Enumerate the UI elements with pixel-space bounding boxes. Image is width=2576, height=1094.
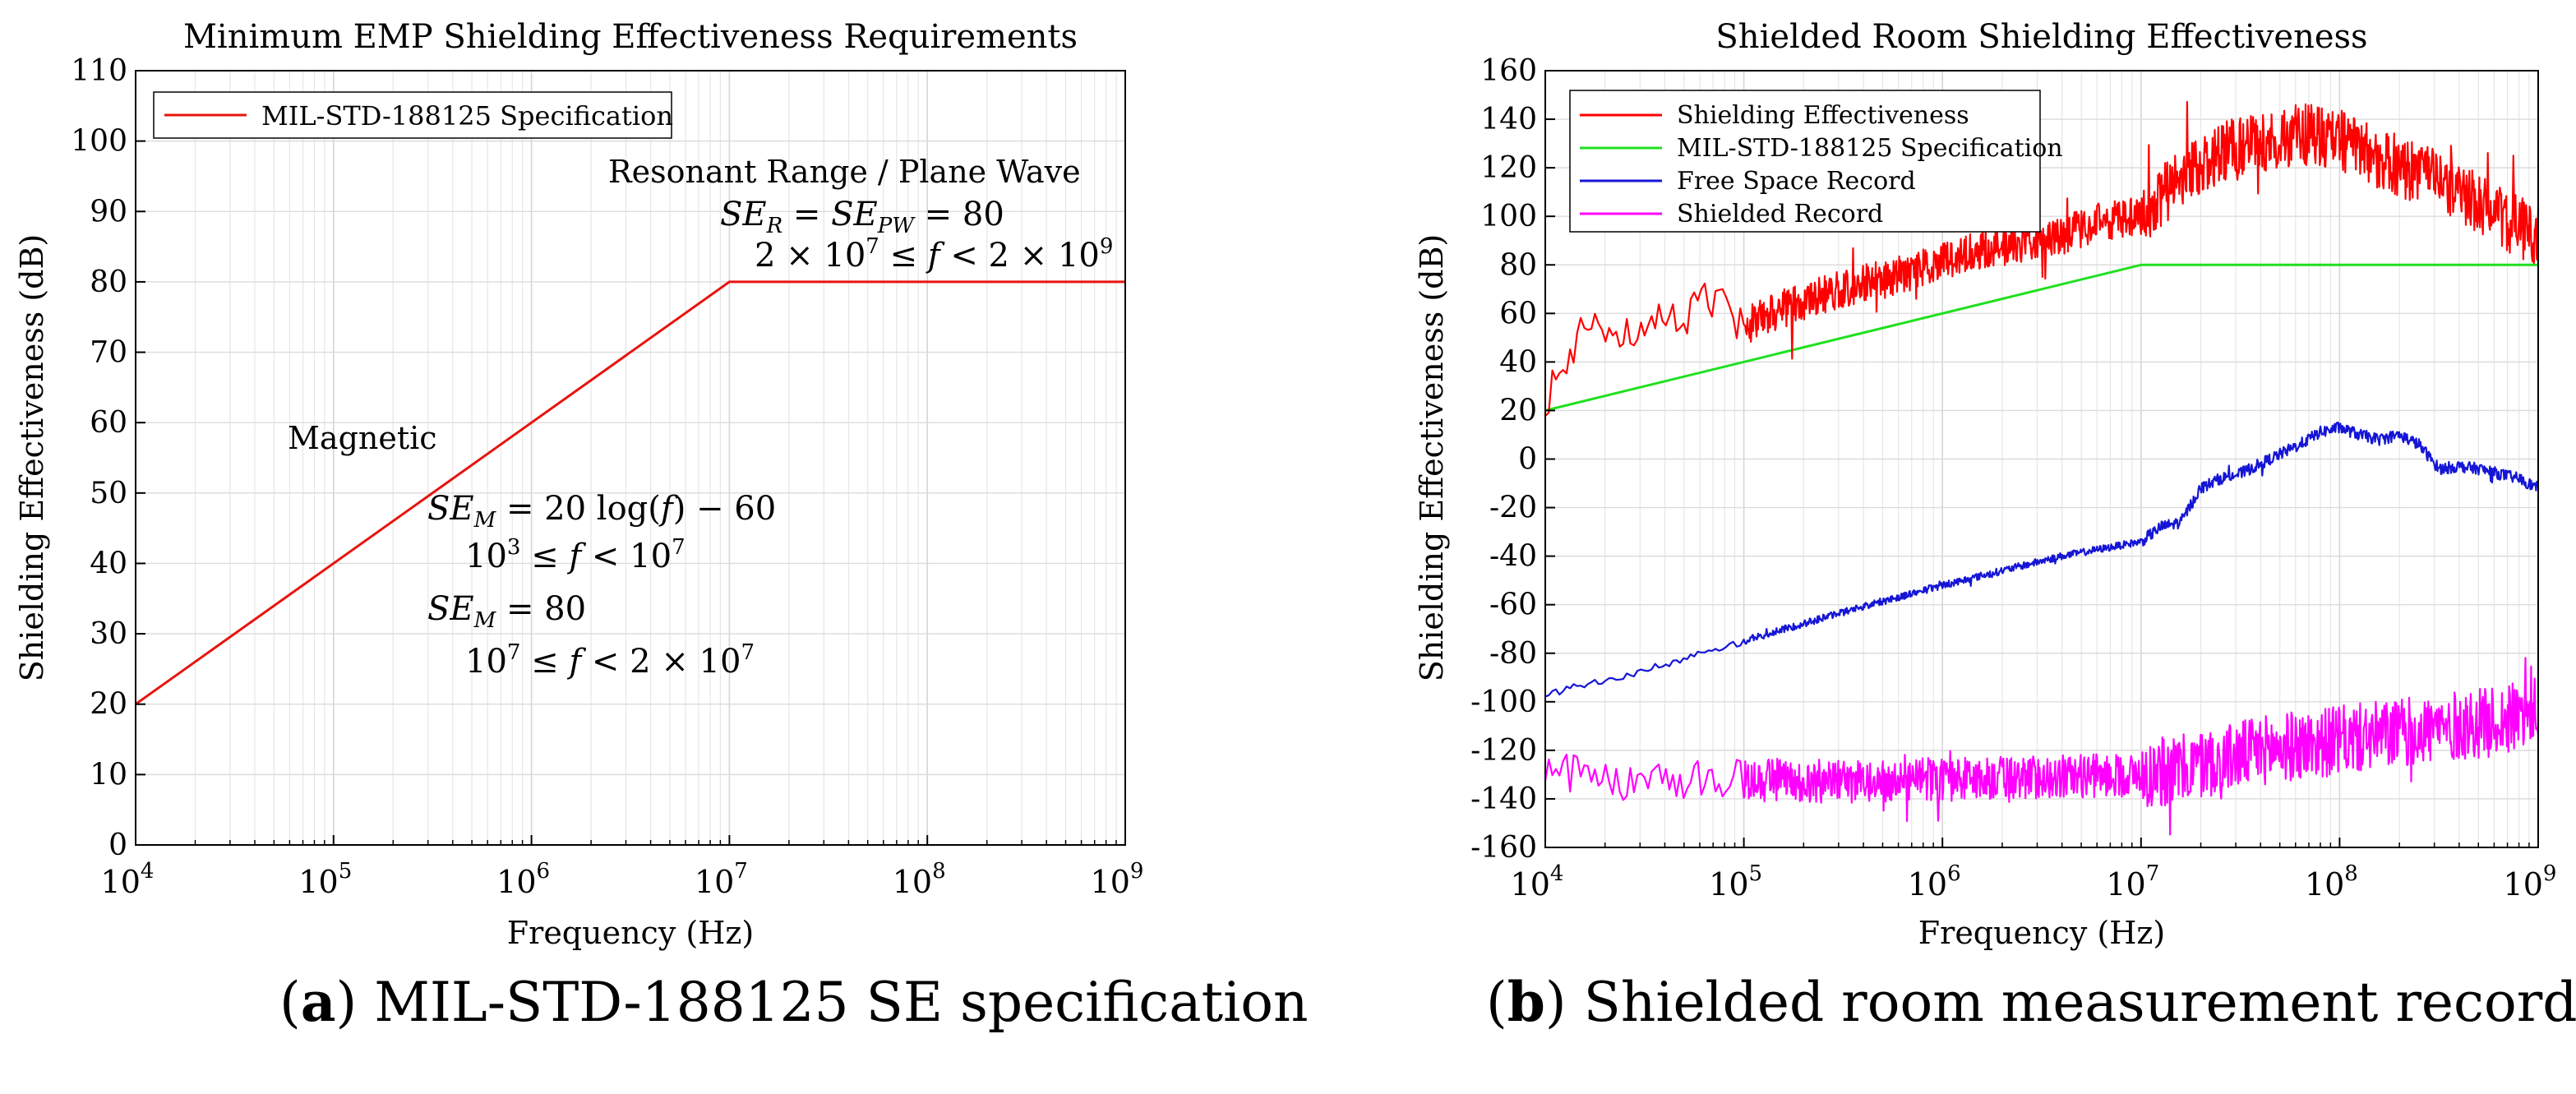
- chart-b-ytick-label: -80: [1489, 637, 1537, 671]
- chart-a-xtick-label: 107: [695, 859, 748, 900]
- chart-b-xtick-label: 108: [2305, 861, 2358, 902]
- chart-a-grid: [135, 70, 1125, 846]
- chart-b-ytick-label: -140: [1470, 782, 1537, 816]
- legend-label-free: Free Space Record: [1677, 167, 1916, 196]
- annotation-magnetic-range1: 103 ≤ f < 107: [465, 535, 686, 575]
- chart-b-xtick-label: 106: [1908, 861, 1961, 902]
- chart-b-ytick-label: -120: [1470, 734, 1537, 768]
- chart-a-xtick-label: 105: [298, 859, 352, 900]
- annotation-magnetic: Magnetic: [288, 420, 437, 456]
- annotation-magnetic-eq1: SEM = 20 log(f) − 60: [427, 490, 776, 533]
- chart-b-ticks: -160 -140 -120 -100 -80 -60 -40 -20 0 20 40 60 80 100…: [1470, 54, 2556, 902]
- chart-b-ytick-label: -20: [1489, 492, 1537, 525]
- chart-b-ytick-label: 20: [1499, 394, 1537, 427]
- chart-a-xtick-label: 108: [893, 859, 946, 900]
- annotation-resonant-range: 2 × 107 ≤ f < 2 × 109: [755, 234, 1113, 275]
- chart-a-ytick-label: 0: [108, 829, 127, 862]
- chart-a: 0 10 20 30 40 50 60 70 80 90 100 110 104 105 106 107 108…: [14, 18, 1143, 951]
- chart-b-xlabel: Frequency (Hz): [1918, 915, 2165, 951]
- chart-b-ytick-label: 120: [1480, 151, 1537, 185]
- legend-label-spec: MIL-STD-188125 Specification: [1677, 134, 2063, 163]
- chart-a-series: [135, 280, 1125, 705]
- chart-a-ytick-label: 40: [90, 547, 127, 580]
- chart-a-ytick-label: 60: [90, 406, 127, 440]
- caption-b: (b) Shielded room measurement record: [1486, 970, 2576, 1034]
- chart-b-ytick-label: 60: [1499, 297, 1537, 330]
- chart-b-ytick-label: 80: [1499, 248, 1537, 282]
- annotation-resonant: Resonant Range / Plane Wave: [608, 154, 1081, 190]
- caption-b-label: b: [1507, 970, 1545, 1034]
- chart-b-legend: Shielding Effectiveness MIL-STD-188125 S…: [1569, 90, 2063, 233]
- chart-b-ytick-label: 0: [1518, 443, 1537, 477]
- caption-a-text: MIL-STD-188125 SE specification: [374, 971, 1309, 1034]
- caption-a: (a) MIL-STD-188125 SE specification: [279, 970, 1309, 1034]
- chart-a-ytick-label: 110: [71, 54, 127, 88]
- chart-b-xtick-label: 107: [2106, 861, 2159, 902]
- chart-a-legend: MIL-STD-188125 Specification: [153, 91, 673, 139]
- chart-a-ylabel: Shielding Effectiveness (dB): [14, 234, 50, 682]
- chart-b-ylabel: Shielding Effectiveness (dB): [1414, 234, 1450, 682]
- chart-a-xtick-label: 109: [1091, 859, 1144, 900]
- chart-b-ytick-label: -160: [1470, 831, 1537, 865]
- chart-b-xtick-label: 105: [1709, 861, 1762, 902]
- chart-b-ytick-label: 40: [1499, 345, 1537, 379]
- chart-a-annotations: Magnetic SEM = 20 log(f) − 60 103 ≤ f < …: [288, 154, 1113, 681]
- chart-a-xlabel: Frequency (Hz): [507, 915, 754, 951]
- chart-a-ytick-label: 10: [90, 758, 127, 792]
- chart-b: -160 -140 -120 -100 -80 -60 -40 -20 0 20 40 60 80 100…: [1414, 18, 2556, 951]
- chart-b-series: [1544, 100, 2540, 836]
- chart-a-legend-label: MIL-STD-188125 Specification: [261, 100, 673, 132]
- chart-b-series-spec: [1544, 263, 2538, 412]
- annotation-magnetic-eq2: SEM = 80: [427, 590, 586, 633]
- chart-b-ytick-label: 160: [1480, 54, 1537, 88]
- chart-a-ytick-label: 100: [71, 125, 127, 159]
- chart-a-ytick-label: 30: [90, 617, 127, 651]
- chart-b-xtick-label: 104: [1511, 861, 1564, 902]
- annotation-resonant-eq: SER = SEPW = 80: [720, 196, 1004, 238]
- chart-b-xtick-label: 109: [2504, 861, 2557, 902]
- chart-a-ticks: 0 10 20 30 40 50 60 70 80 90 100 110 104 105 106 107 108…: [71, 54, 1143, 900]
- chart-b-ytick-label: -40: [1489, 540, 1537, 574]
- chart-a-ytick-label: 50: [90, 477, 127, 510]
- legend-label-se: Shielding Effectiveness: [1677, 101, 1969, 130]
- chart-b-ytick-label: 140: [1480, 103, 1537, 136]
- annotation-magnetic-range2: 107 ≤ f < 2 × 107: [465, 640, 755, 681]
- chart-a-ytick-label: 70: [90, 336, 127, 370]
- caption-a-label: a: [300, 970, 336, 1034]
- chart-b-series-shielded: [1544, 657, 2540, 836]
- chart-a-axes-box: [135, 70, 1126, 846]
- chart-b-series-free-space: [1544, 421, 2540, 698]
- chart-a-xtick-label: 106: [496, 859, 550, 900]
- chart-b-ytick-label: -100: [1470, 685, 1537, 719]
- chart-a-ytick-label: 80: [90, 265, 127, 299]
- legend-label-shielded: Shielded Record: [1677, 200, 1883, 228]
- caption-b-text: Shielded room measurement record: [1583, 971, 2576, 1034]
- chart-a-title: Minimum EMP Shielding Effectiveness Requ…: [183, 18, 1078, 56]
- chart-b-series-se: [1544, 100, 2540, 417]
- chart-a-ytick-label: 90: [90, 195, 127, 228]
- chart-b-ytick-label: -60: [1489, 589, 1537, 622]
- chart-b-ytick-label: 100: [1480, 200, 1537, 233]
- chart-b-title: Shielded Room Shielding Effectiveness: [1715, 18, 2367, 56]
- chart-a-ytick-label: 20: [90, 688, 127, 722]
- chart-a-spec-line: [135, 280, 1125, 705]
- chart-a-xtick-label: 104: [101, 859, 155, 900]
